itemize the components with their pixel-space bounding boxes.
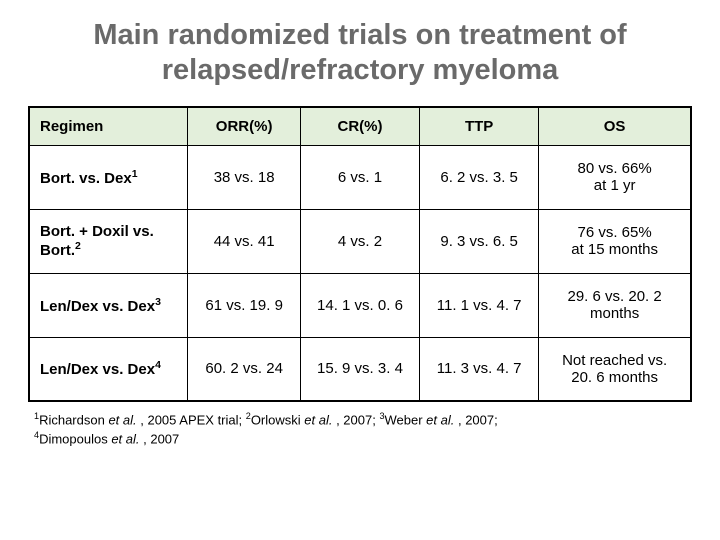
regimen-sup: 3 bbox=[155, 296, 161, 308]
footnote-text: , 2007; bbox=[336, 412, 379, 427]
os-line2: months bbox=[590, 305, 639, 322]
regimen-text: Len/Dex vs. Dex bbox=[40, 361, 155, 378]
cr-cell: 14. 1 vs. 0. 6 bbox=[300, 273, 419, 337]
os-cell: 29. 6 vs. 20. 2months bbox=[539, 273, 691, 337]
title-line-2: relapsed/refractory myeloma bbox=[162, 54, 559, 86]
footnote-text: , 2007; bbox=[458, 412, 498, 427]
footnote-etal: et al. bbox=[426, 412, 458, 427]
cr-cell: 6 vs. 1 bbox=[300, 145, 419, 209]
cr-cell: 15. 9 vs. 3. 4 bbox=[300, 337, 419, 401]
footnote-etal: et al. bbox=[111, 431, 143, 446]
os-cell: 76 vs. 65%at 15 months bbox=[539, 209, 691, 273]
cr-cell: 4 vs. 2 bbox=[300, 209, 419, 273]
table-header-row: Regimen ORR(%) CR(%) TTP OS bbox=[29, 107, 691, 146]
col-header-orr: ORR(%) bbox=[188, 107, 301, 146]
ttp-cell: 11. 1 vs. 4. 7 bbox=[420, 273, 539, 337]
os-line2: at 15 months bbox=[571, 241, 658, 258]
regimen-cell: Bort. + Doxil vs. Bort.2 bbox=[29, 209, 188, 273]
footnote-text: Orlowski bbox=[251, 412, 304, 427]
ttp-cell: 9. 3 vs. 6. 5 bbox=[420, 209, 539, 273]
table-row: Bort. + Doxil vs. Bort.2 44 vs. 41 4 vs.… bbox=[29, 209, 691, 273]
orr-cell: 44 vs. 41 bbox=[188, 209, 301, 273]
regimen-cell: Bort. vs. Dex1 bbox=[29, 145, 188, 209]
os-cell: 80 vs. 66%at 1 yr bbox=[539, 145, 691, 209]
os-line1: 76 vs. 65% bbox=[578, 224, 652, 241]
table-row: Len/Dex vs. Dex4 60. 2 vs. 24 15. 9 vs. … bbox=[29, 337, 691, 401]
footnote-text: Dimopoulos bbox=[39, 431, 111, 446]
ttp-cell: 6. 2 vs. 3. 5 bbox=[420, 145, 539, 209]
footnote-etal: et al. bbox=[304, 412, 336, 427]
footnote-text: Weber bbox=[385, 412, 427, 427]
footnote-text: , 2007 bbox=[143, 431, 179, 446]
regimen-text: Bort. + Doxil vs. Bort. bbox=[40, 223, 154, 259]
os-line2: 20. 6 months bbox=[571, 369, 658, 386]
os-line1: 29. 6 vs. 20. 2 bbox=[567, 288, 661, 305]
page-title: Main randomized trials on treatment of r… bbox=[28, 18, 692, 88]
regimen-cell: Len/Dex vs. Dex4 bbox=[29, 337, 188, 401]
footnote: 1Richardson et al. , 2005 APEX trial; 2O… bbox=[28, 410, 692, 448]
table-row: Len/Dex vs. Dex3 61 vs. 19. 9 14. 1 vs. … bbox=[29, 273, 691, 337]
os-line2: at 1 yr bbox=[594, 177, 636, 194]
regimen-text: Bort. vs. Dex bbox=[40, 170, 132, 187]
orr-cell: 38 vs. 18 bbox=[188, 145, 301, 209]
regimen-sup: 1 bbox=[132, 168, 138, 180]
col-header-regimen: Regimen bbox=[29, 107, 188, 146]
regimen-cell: Len/Dex vs. Dex3 bbox=[29, 273, 188, 337]
footnote-text: , 2005 APEX trial; bbox=[140, 412, 246, 427]
trials-table: Regimen ORR(%) CR(%) TTP OS Bort. vs. De… bbox=[28, 106, 692, 403]
table-row: Bort. vs. Dex1 38 vs. 18 6 vs. 1 6. 2 vs… bbox=[29, 145, 691, 209]
col-header-cr: CR(%) bbox=[300, 107, 419, 146]
ttp-cell: 11. 3 vs. 4. 7 bbox=[420, 337, 539, 401]
regimen-text: Len/Dex vs. Dex bbox=[40, 298, 155, 315]
os-line1: Not reached vs. bbox=[562, 352, 667, 369]
footnote-etal: et al. bbox=[108, 412, 140, 427]
regimen-sup: 4 bbox=[155, 359, 161, 371]
os-cell: Not reached vs.20. 6 months bbox=[539, 337, 691, 401]
orr-cell: 60. 2 vs. 24 bbox=[188, 337, 301, 401]
footnote-text: Richardson bbox=[39, 412, 108, 427]
regimen-sup: 2 bbox=[75, 240, 81, 252]
orr-cell: 61 vs. 19. 9 bbox=[188, 273, 301, 337]
title-line-1: Main randomized trials on treatment of bbox=[93, 19, 626, 51]
col-header-os: OS bbox=[539, 107, 691, 146]
os-line1: 80 vs. 66% bbox=[578, 160, 652, 177]
col-header-ttp: TTP bbox=[420, 107, 539, 146]
